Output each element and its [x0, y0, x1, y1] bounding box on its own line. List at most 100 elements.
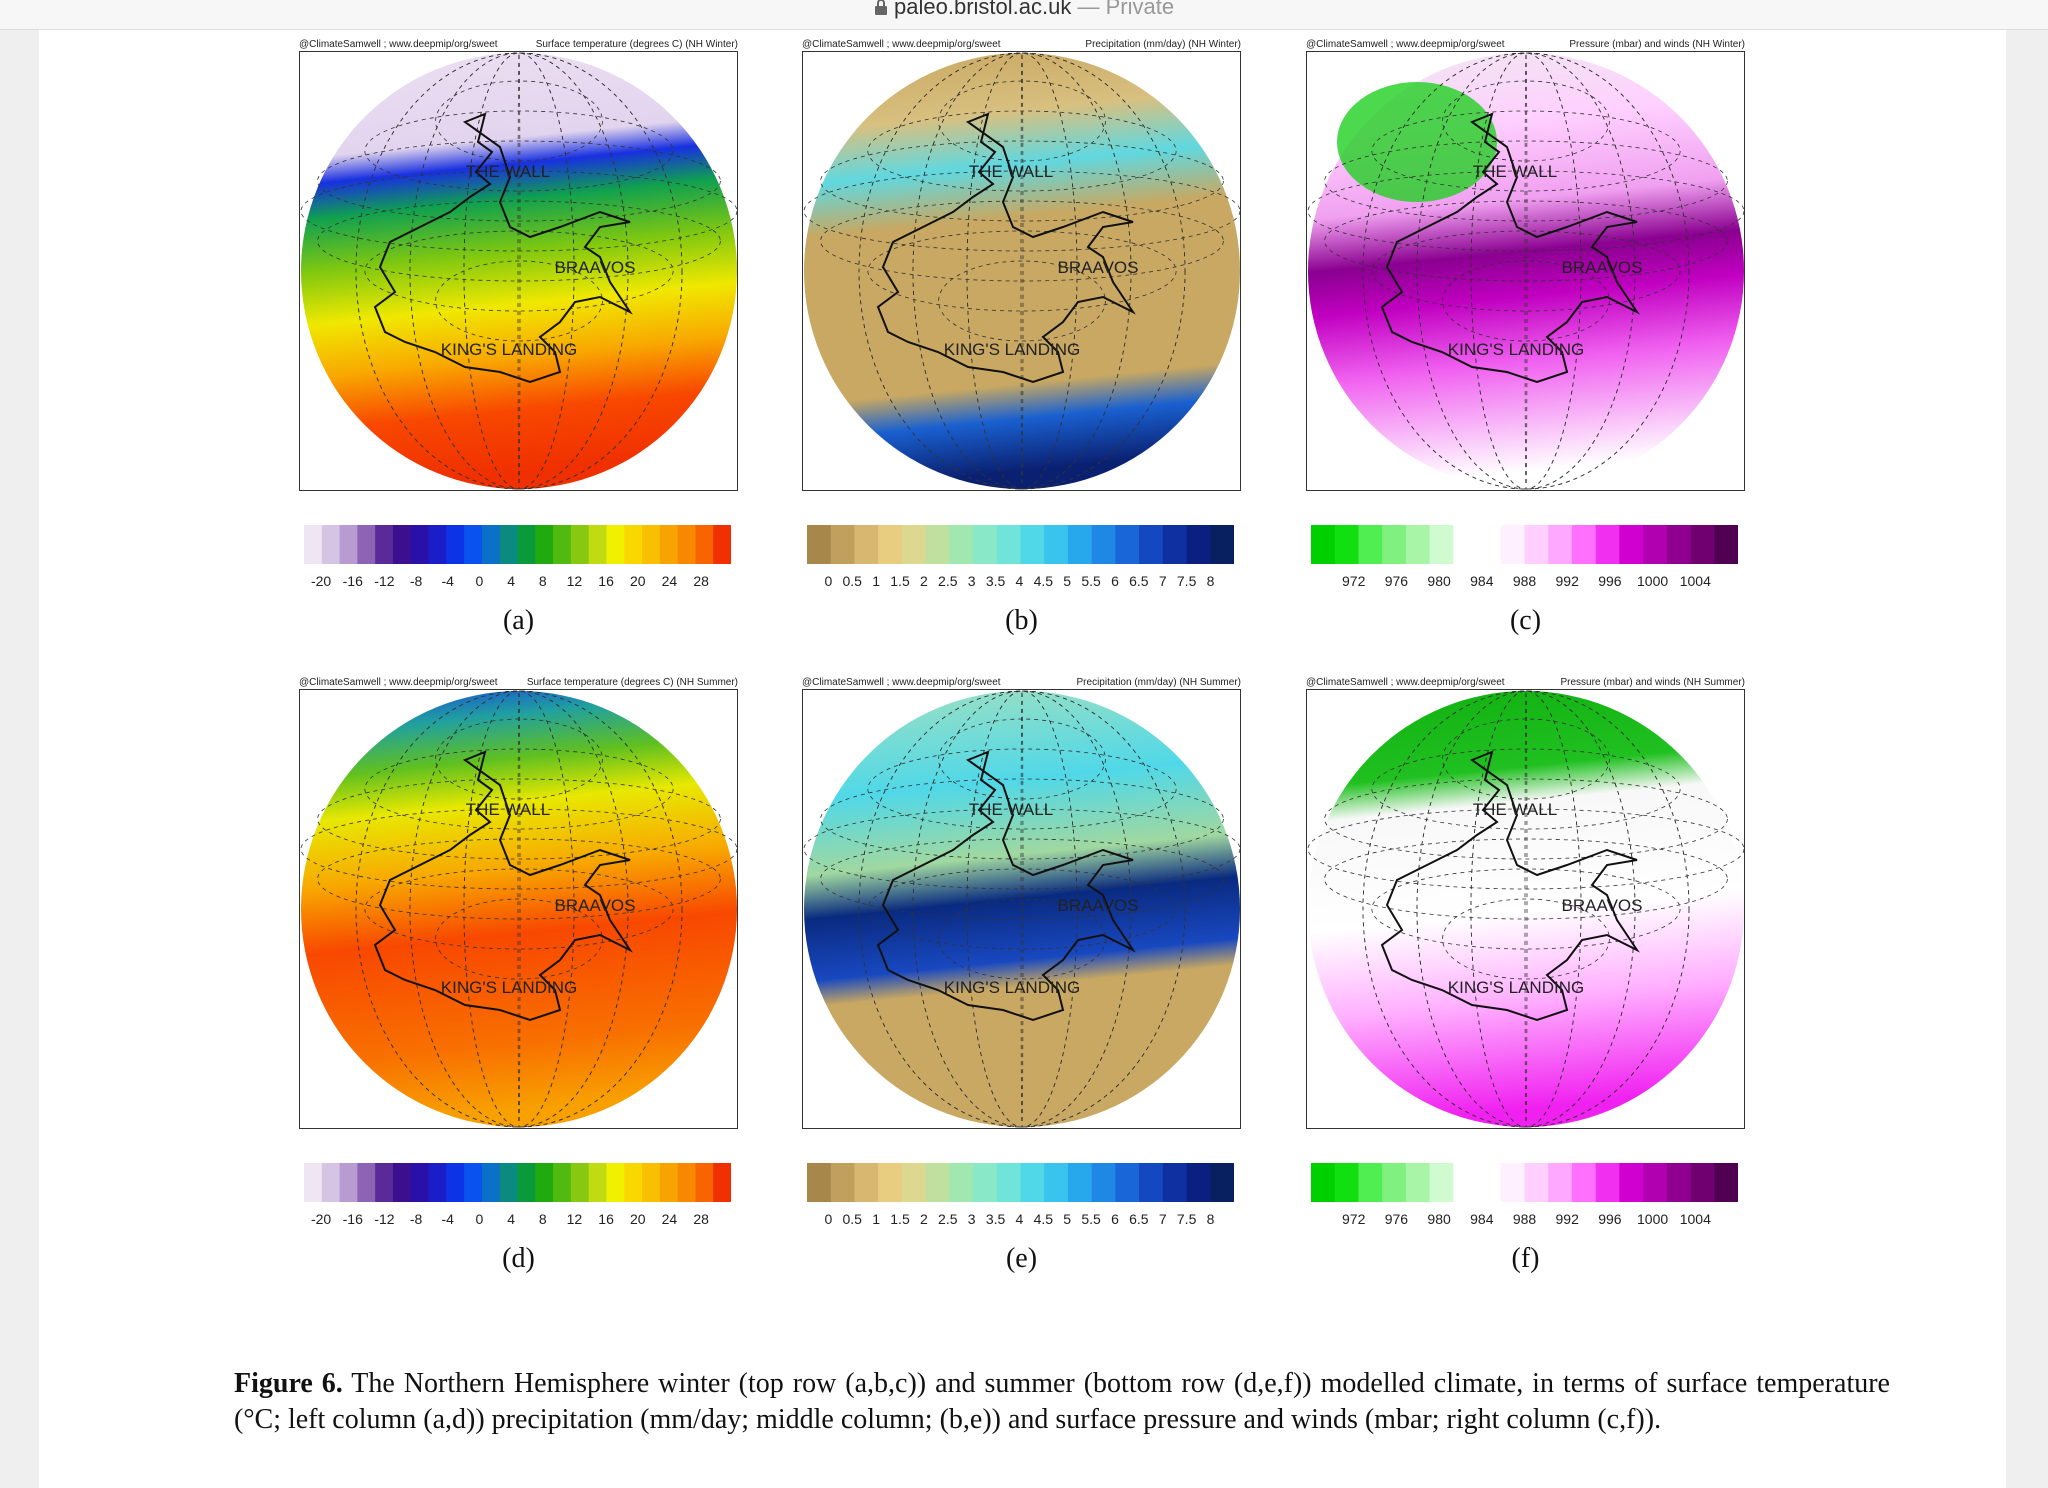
colorbar-cell — [1020, 525, 1045, 564]
colorbar-label: 8 — [538, 573, 547, 589]
colorbar-cell — [304, 1163, 323, 1202]
map-frame: THE WALL BRAAVOS KING'S LANDING — [802, 51, 1241, 491]
colorbar-cell — [1619, 525, 1644, 564]
longitude-line — [409, 690, 629, 1128]
colorbar-cell — [642, 1163, 661, 1202]
colorbar-label: 1000 — [1637, 573, 1669, 589]
colorbar-label: 1.5 — [890, 1211, 910, 1227]
globe-map: THE WALL BRAAVOS KING'S LANDING — [1307, 690, 1745, 1128]
panel-credit: @ClimateSamwell ; www.deepmip/org/sweet — [802, 677, 1001, 688]
colorbar-label: 988 — [1512, 1211, 1537, 1227]
colorbar-label: 28 — [693, 573, 709, 589]
colorbar-cell — [1334, 1163, 1359, 1202]
colorbar-label: 8 — [1206, 573, 1215, 589]
latitude-line — [317, 838, 721, 920]
colorbar-label: 20 — [629, 1211, 646, 1227]
colorbar-cell — [553, 525, 572, 564]
colorbar-label: 6 — [1111, 1211, 1119, 1227]
colorbar-cell — [304, 525, 323, 564]
lock-icon — [874, 0, 887, 15]
latitude-line — [820, 200, 1224, 282]
coastline — [876, 112, 1136, 384]
colorbar-cell — [357, 1163, 376, 1202]
latitude-line — [1442, 80, 1610, 162]
colorbar-label: -12 — [374, 1211, 395, 1227]
colorbar-cell — [535, 525, 554, 564]
colorbar-label: 4.5 — [1033, 1211, 1054, 1227]
latitude-line — [938, 80, 1106, 162]
latitude-line — [1324, 838, 1728, 920]
figure-panel: @ClimateSamwell ; www.deepmip/org/sweet P… — [802, 677, 1241, 1277]
latitude-line — [1371, 110, 1681, 192]
caption-label: Figure 6. — [234, 1368, 343, 1399]
colorbar-cell — [830, 1163, 855, 1202]
panel-title: Precipitation (mm/day) (NH Winter) — [1085, 39, 1241, 50]
colorbar-cell — [677, 1163, 696, 1202]
colorbar-label: 3 — [967, 1211, 976, 1227]
colorbar-label: 4 — [507, 1211, 515, 1227]
colorbar-label: 1 — [872, 573, 881, 589]
colorbar-label: 0 — [824, 1211, 833, 1227]
colorbar-cell — [1595, 1163, 1620, 1202]
colorbar-label: 1 — [872, 1211, 881, 1227]
colorbar-label: 5.5 — [1081, 573, 1101, 589]
colorbar-cell — [481, 525, 501, 564]
colorbar-label: 4 — [507, 573, 515, 589]
panel-title: Pressure (mbar) and winds (NH Winter) — [1569, 39, 1745, 50]
map-frame: THE WALL BRAAVOS KING'S LANDING — [299, 689, 738, 1129]
address[interactable]: paleo.bristol.ac.uk — Private — [0, 0, 2048, 20]
latitude-line — [435, 260, 603, 342]
colorbar — [304, 525, 731, 564]
colorbar-label: 0 — [475, 1211, 484, 1227]
colorbar-cell — [695, 525, 714, 564]
colorbar-label: 0 — [475, 573, 484, 589]
colorbar-label: -16 — [342, 1211, 363, 1227]
private-mode: — Private — [1077, 0, 1175, 19]
map-frame: THE WALL BRAAVOS KING'S LANDING — [1306, 51, 1745, 491]
colorbar-cell — [713, 1163, 731, 1202]
place-label: THE WALL — [466, 162, 550, 181]
latitude-line — [867, 748, 1177, 830]
colorbar-cell — [1666, 1163, 1692, 1202]
colorbar-cell — [1619, 1163, 1644, 1202]
map-frame: THE WALL BRAAVOS KING'S LANDING — [802, 689, 1241, 1129]
colorbar-cell — [1311, 525, 1336, 564]
colorbar-label: 12 — [566, 573, 583, 589]
colorbar — [1311, 1163, 1738, 1202]
latitude-line — [820, 778, 1224, 860]
globe — [804, 53, 1240, 489]
colorbar-label: 976 — [1384, 1211, 1409, 1227]
colorbar-cell — [428, 525, 447, 564]
latitude-line — [435, 718, 603, 800]
colorbar-label: 0.5 — [842, 1211, 862, 1227]
place-label: KING'S LANDING — [944, 978, 1080, 997]
colorbar-cell — [1382, 525, 1407, 564]
colorbar-cell — [375, 1163, 394, 1202]
colorbar-cell — [624, 525, 643, 564]
colorbar-cell — [973, 525, 998, 564]
longitude-line — [1416, 690, 1636, 1128]
colorbar-cell — [1714, 1163, 1738, 1202]
colorbar-label: 4.5 — [1033, 573, 1054, 589]
colorbar-cell — [1524, 525, 1549, 564]
longitude-line — [1362, 690, 1690, 1128]
latitude-line — [435, 80, 603, 162]
colorbar-label: 984 — [1470, 1211, 1494, 1227]
colorbar-cell — [854, 525, 879, 564]
colorbar-cell — [588, 525, 607, 564]
colorbar-cell — [321, 1163, 341, 1202]
colorbar-cell — [1067, 525, 1093, 564]
colorbar-cell — [1186, 525, 1211, 564]
coastline — [373, 112, 633, 384]
figure-panel: @ClimateSamwell ; www.deepmip/org/sweet P… — [1306, 677, 1745, 1277]
colorbar-cell — [996, 1163, 1021, 1202]
colorbar-cell — [410, 525, 430, 564]
colorbar-cell — [1020, 1163, 1045, 1202]
colorbar-label: 2 — [919, 573, 928, 589]
colorbar-label: 8 — [538, 1211, 547, 1227]
panel-title: Pressure (mbar) and winds (NH Summer) — [1560, 677, 1746, 688]
colorbar-label: -20 — [310, 1211, 332, 1227]
colorbar-cell — [1115, 1163, 1140, 1202]
colorbar-cell — [1429, 1163, 1454, 1202]
panel-credit: @ClimateSamwell ; www.deepmip/org/sweet — [802, 39, 1001, 50]
